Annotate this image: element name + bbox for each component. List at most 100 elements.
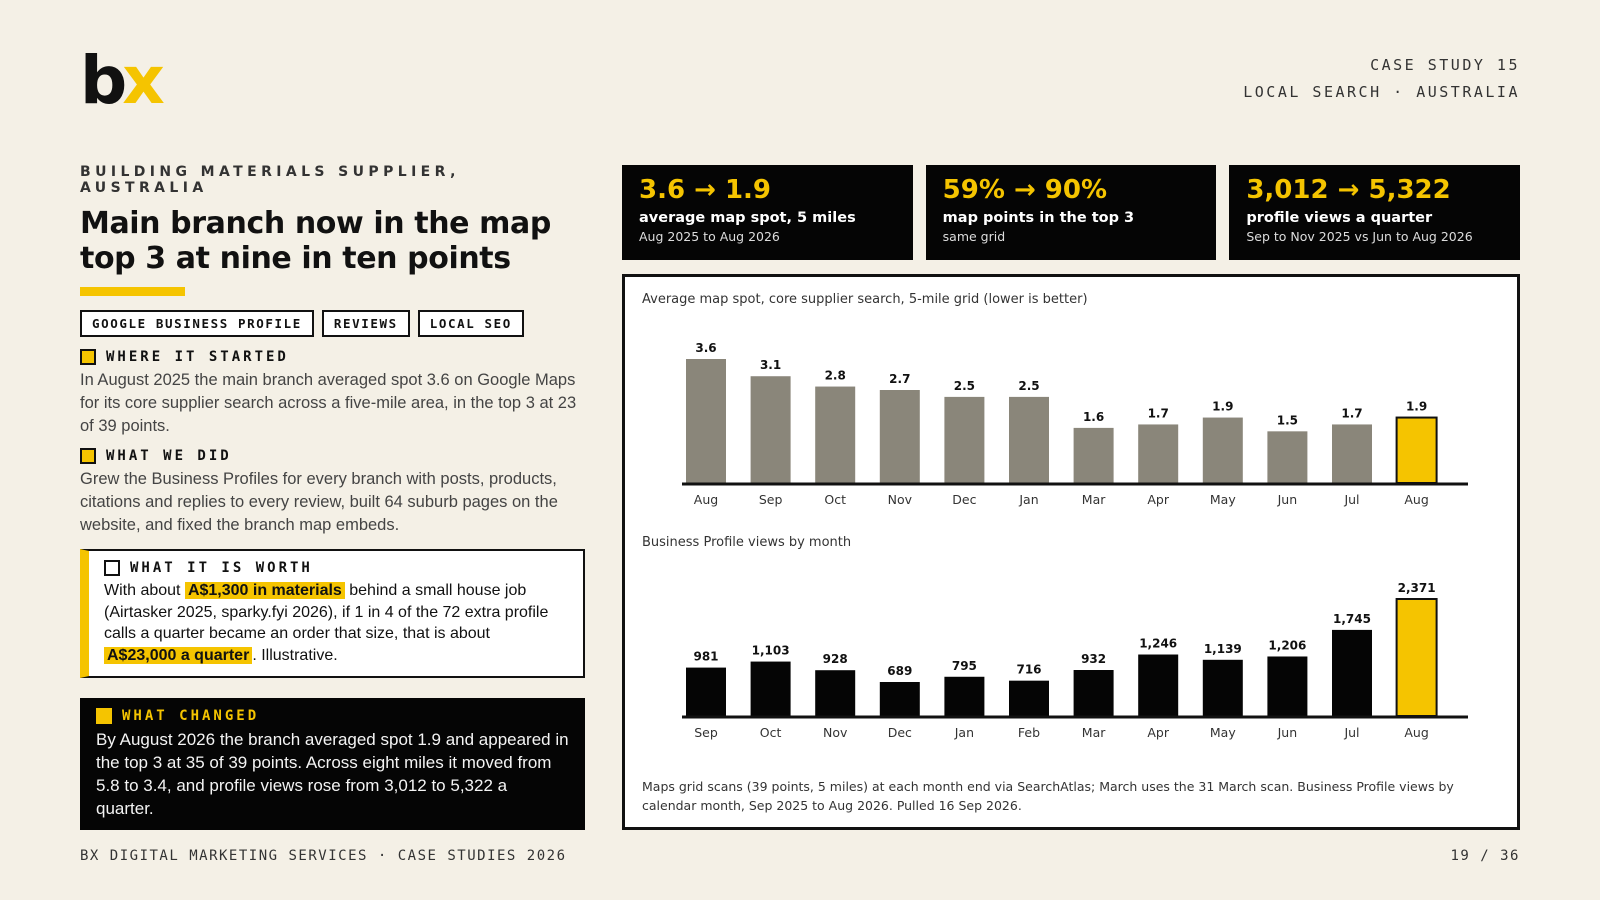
what-changed-heading: WHAT CHANGED [96, 708, 569, 724]
chart1-bar [1267, 431, 1308, 483]
chart1-tick-label: Apr [1147, 492, 1169, 507]
square-bullet-icon [96, 708, 112, 724]
worth-text-part: behind a small house job (Airtasker 2025… [104, 582, 549, 642]
source-note: Maps grid scans (39 points, 5 miles) at … [642, 779, 1454, 813]
chart1-tick-label: Oct [824, 492, 846, 507]
chart2-data-label: 2,371 [1398, 581, 1436, 595]
square-bullet-icon [104, 560, 120, 576]
chart1-bar [815, 386, 856, 483]
chart2-bar [815, 670, 856, 716]
chart2-bar [1138, 654, 1179, 716]
chart2-data-label: 981 [693, 650, 718, 664]
kpi-top3-points: 59% → 90% map points in the top 3 same g… [925, 165, 1217, 260]
kpi-value: 3,012 → 5,322 [1246, 175, 1451, 205]
chart1-data-label: 1.9 [1406, 400, 1427, 414]
kpi-label: average map spot, 5 miles [639, 210, 856, 226]
chart2-title: Business Profile views by month [642, 535, 851, 550]
chart1-data-label: 1.7 [1341, 406, 1362, 420]
chart2-tick-label: Oct [760, 725, 782, 740]
kpi-map-spot: 3.6 → 1.9 average map spot, 5 miles Aug … [622, 165, 913, 260]
chart1-data-label: 1.5 [1277, 413, 1298, 427]
kpi-value: 59% → 90% [942, 175, 1108, 205]
footer-left: BX DIGITAL MARKETING SERVICES · CASE STU… [80, 848, 567, 864]
chart1-bar [1202, 417, 1243, 483]
chart-panel: Average map spot, core supplier search, … [622, 274, 1520, 830]
charts-svg: Average map spot, core supplier search, … [642, 292, 1468, 740]
client-eyebrow: BUILDING MATERIALS SUPPLIER, AUSTRALIA [80, 164, 460, 196]
kpi-profile-views: 3,012 → 5,322 profile views a quarter Se… [1229, 165, 1521, 260]
chart2-data-label: 1,206 [1268, 638, 1306, 652]
company-logo: bx [80, 42, 165, 119]
chart1-tick-label: Jan [1018, 492, 1038, 507]
chart2-tick-label: Jan [954, 725, 974, 740]
section-title: WHERE IT STARTED [106, 349, 289, 365]
case-number: CASE STUDY 15 [1370, 56, 1520, 74]
chart1-tick-label: Mar [1082, 492, 1106, 507]
worth-heading: WHAT IT IS WORTH [104, 560, 565, 576]
kpi-sub: Sep to Nov 2025 vs Jun to Aug 2026 [1246, 229, 1473, 244]
chart1-tick-label: Aug [694, 492, 718, 507]
what-changed-text: By August 2026 the branch averaged spot … [96, 730, 569, 818]
section-title: WHAT CHANGED [122, 708, 260, 724]
chart1-data-label: 2.8 [825, 369, 846, 383]
chart2-tick-label: Jul [1343, 725, 1359, 740]
what-changed-box: WHAT CHANGED By August 2026 the branch a… [80, 698, 585, 830]
chart1-data-label: 1.7 [1148, 406, 1169, 420]
chart1-bar [1073, 427, 1114, 483]
chart2-bar [1395, 598, 1438, 717]
what-we-did-text: Grew the Business Profiles for every bra… [80, 470, 558, 534]
chart2-bar [1009, 680, 1049, 716]
what-we-did-heading: WHAT WE DID [80, 448, 585, 464]
chart1-bar [686, 359, 726, 483]
kpi-row: 3.6 → 1.9 average map spot, 5 miles Aug … [622, 165, 1521, 260]
chart2-tick-label: May [1210, 725, 1236, 740]
title-rule [80, 287, 185, 296]
chart1-bar [1009, 396, 1049, 483]
chart1-title: Average map spot, core supplier search, … [642, 292, 1088, 307]
chart1-bar [1138, 424, 1179, 483]
chart2-data-label: 1,246 [1139, 637, 1177, 651]
worth-callout: WHAT IT IS WORTH With about A$1,300 in m… [80, 549, 585, 678]
chart1-data-label: 3.1 [760, 358, 781, 372]
where-started-heading: WHERE IT STARTED [80, 349, 585, 365]
chart1-data-label: 3.6 [695, 341, 716, 355]
case-region: LOCAL SEARCH · AUSTRALIA [1243, 83, 1520, 101]
chart1-data-label: 2.5 [1018, 379, 1039, 393]
square-bullet-icon [80, 349, 96, 365]
chart2-data-label: 1,139 [1204, 642, 1242, 656]
chart1-data-label: 2.5 [954, 379, 975, 393]
chart2-data-label: 1,745 [1333, 612, 1371, 626]
kpi-label: map points in the top 3 [942, 210, 1135, 226]
chart2-data-label: 932 [1081, 652, 1106, 666]
page-title: Main branch now in the map top 3 at nine… [80, 206, 551, 276]
tag-google-business-profile: GOOGLE BUSINESS PROFILE [80, 310, 314, 337]
chart2-tick-label: Nov [823, 725, 848, 740]
chart2-data-label: 795 [952, 659, 977, 673]
square-bullet-icon [80, 448, 96, 464]
chart2-bar [879, 682, 920, 716]
chart2-data-label: 928 [823, 652, 848, 666]
chart2-tick-label: Sep [694, 725, 718, 740]
chart1-tick-label: Sep [759, 492, 783, 507]
chart1-tick-label: Nov [888, 492, 913, 507]
page-number: 19 / 36 [1450, 848, 1520, 864]
chart1-tick-label: Jun [1277, 492, 1298, 507]
kpi-sub: Aug 2025 to Aug 2026 [639, 229, 780, 244]
chart2-bar [686, 667, 726, 716]
chart1-tick-label: May [1210, 492, 1236, 507]
chart1-bar [879, 390, 920, 483]
chart2-bar [944, 676, 985, 716]
kpi-label: profile views a quarter [1246, 210, 1433, 226]
section-title: WHAT IT IS WORTH [130, 560, 313, 576]
chart1-data-label: 1.6 [1083, 410, 1104, 424]
materials-highlight: A$1,300 in materials [184, 582, 345, 599]
chart2-tick-label: Jun [1277, 725, 1298, 740]
kpi-sub: same grid [942, 229, 1006, 244]
chart2-bar [750, 661, 791, 716]
chart2-tick-label: Aug [1404, 725, 1428, 740]
tag-reviews: REVIEWS [321, 310, 410, 337]
chart1-data-label: 1.9 [1212, 400, 1233, 414]
chart2-tick-label: Feb [1018, 725, 1040, 740]
chart1-tick-label: Jul [1343, 492, 1359, 507]
where-started-text: In August 2025 the main branch averaged … [80, 371, 577, 435]
